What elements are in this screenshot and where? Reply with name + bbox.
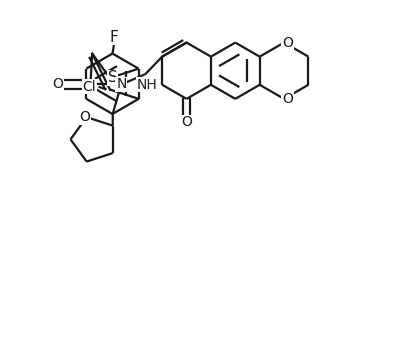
Text: NH: NH [136,78,157,92]
Text: O: O [80,110,90,124]
Text: O: O [282,36,293,49]
Text: Cl: Cl [82,80,96,94]
Text: F: F [110,30,118,45]
Text: O: O [181,115,192,129]
Text: O: O [53,78,64,91]
Text: O: O [282,92,293,106]
Text: N: N [116,78,126,91]
Text: S: S [108,71,118,85]
